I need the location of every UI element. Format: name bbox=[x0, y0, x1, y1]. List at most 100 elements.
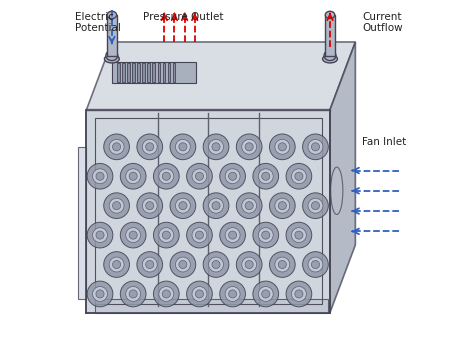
Ellipse shape bbox=[187, 281, 212, 307]
Ellipse shape bbox=[237, 193, 262, 219]
Ellipse shape bbox=[120, 163, 146, 189]
Ellipse shape bbox=[159, 286, 174, 301]
Ellipse shape bbox=[220, 222, 246, 248]
Ellipse shape bbox=[120, 222, 146, 248]
FancyBboxPatch shape bbox=[122, 63, 125, 81]
Ellipse shape bbox=[159, 169, 174, 184]
Ellipse shape bbox=[92, 286, 108, 301]
Ellipse shape bbox=[96, 290, 104, 298]
Ellipse shape bbox=[87, 222, 113, 248]
FancyBboxPatch shape bbox=[95, 299, 328, 313]
Ellipse shape bbox=[187, 163, 212, 189]
Ellipse shape bbox=[262, 290, 270, 298]
FancyBboxPatch shape bbox=[142, 63, 145, 81]
Ellipse shape bbox=[292, 169, 306, 184]
Ellipse shape bbox=[146, 143, 154, 151]
FancyBboxPatch shape bbox=[78, 147, 86, 299]
Ellipse shape bbox=[286, 281, 312, 307]
Ellipse shape bbox=[126, 228, 141, 242]
Ellipse shape bbox=[311, 202, 319, 210]
Ellipse shape bbox=[245, 202, 253, 210]
Ellipse shape bbox=[295, 172, 303, 180]
Ellipse shape bbox=[270, 252, 295, 277]
Ellipse shape bbox=[192, 286, 207, 301]
Ellipse shape bbox=[212, 261, 220, 269]
Ellipse shape bbox=[195, 172, 203, 180]
Ellipse shape bbox=[126, 169, 141, 184]
Ellipse shape bbox=[225, 169, 240, 184]
Ellipse shape bbox=[106, 50, 118, 61]
Ellipse shape bbox=[278, 202, 286, 210]
Ellipse shape bbox=[253, 281, 279, 307]
Ellipse shape bbox=[262, 231, 270, 239]
Ellipse shape bbox=[308, 257, 323, 272]
Ellipse shape bbox=[286, 163, 312, 189]
Ellipse shape bbox=[258, 286, 273, 301]
Ellipse shape bbox=[162, 231, 170, 239]
Ellipse shape bbox=[92, 228, 108, 242]
Polygon shape bbox=[86, 42, 356, 109]
Ellipse shape bbox=[175, 139, 191, 154]
Ellipse shape bbox=[209, 139, 223, 154]
Ellipse shape bbox=[203, 193, 229, 219]
Ellipse shape bbox=[142, 198, 157, 213]
Ellipse shape bbox=[146, 202, 154, 210]
Ellipse shape bbox=[325, 11, 335, 18]
Ellipse shape bbox=[154, 281, 179, 307]
Ellipse shape bbox=[104, 55, 119, 63]
Ellipse shape bbox=[212, 202, 220, 210]
Ellipse shape bbox=[109, 257, 124, 272]
Ellipse shape bbox=[258, 169, 273, 184]
Ellipse shape bbox=[179, 143, 187, 151]
Ellipse shape bbox=[96, 172, 104, 180]
Ellipse shape bbox=[162, 172, 170, 180]
FancyBboxPatch shape bbox=[107, 15, 117, 56]
Ellipse shape bbox=[302, 134, 328, 160]
Ellipse shape bbox=[295, 231, 303, 239]
FancyBboxPatch shape bbox=[112, 62, 196, 83]
Ellipse shape bbox=[192, 169, 207, 184]
Ellipse shape bbox=[292, 286, 306, 301]
Ellipse shape bbox=[203, 134, 229, 160]
Ellipse shape bbox=[324, 50, 336, 61]
Text: Pressure Outlet: Pressure Outlet bbox=[143, 12, 223, 21]
Ellipse shape bbox=[92, 169, 108, 184]
FancyBboxPatch shape bbox=[168, 63, 170, 81]
Ellipse shape bbox=[203, 252, 229, 277]
Polygon shape bbox=[330, 42, 356, 313]
Ellipse shape bbox=[278, 261, 286, 269]
Ellipse shape bbox=[295, 290, 303, 298]
Ellipse shape bbox=[137, 193, 163, 219]
Ellipse shape bbox=[245, 261, 253, 269]
Ellipse shape bbox=[96, 231, 104, 239]
Ellipse shape bbox=[237, 134, 262, 160]
Ellipse shape bbox=[242, 198, 256, 213]
Ellipse shape bbox=[311, 261, 319, 269]
Ellipse shape bbox=[104, 252, 129, 277]
Ellipse shape bbox=[179, 261, 187, 269]
Ellipse shape bbox=[228, 290, 237, 298]
Ellipse shape bbox=[175, 198, 191, 213]
Text: Electric
Potential: Electric Potential bbox=[74, 12, 120, 33]
Ellipse shape bbox=[159, 228, 174, 242]
Ellipse shape bbox=[142, 139, 157, 154]
Ellipse shape bbox=[104, 134, 129, 160]
Ellipse shape bbox=[146, 261, 154, 269]
Ellipse shape bbox=[278, 143, 286, 151]
Ellipse shape bbox=[129, 172, 137, 180]
Text: Current
Outflow: Current Outflow bbox=[362, 12, 403, 33]
Ellipse shape bbox=[275, 257, 290, 272]
Ellipse shape bbox=[220, 281, 246, 307]
Ellipse shape bbox=[209, 198, 223, 213]
Ellipse shape bbox=[245, 143, 253, 151]
FancyBboxPatch shape bbox=[132, 63, 135, 81]
Ellipse shape bbox=[302, 252, 328, 277]
Ellipse shape bbox=[154, 163, 179, 189]
Ellipse shape bbox=[142, 257, 157, 272]
Ellipse shape bbox=[308, 198, 323, 213]
Ellipse shape bbox=[237, 252, 262, 277]
Ellipse shape bbox=[212, 143, 220, 151]
Ellipse shape bbox=[129, 290, 137, 298]
Ellipse shape bbox=[187, 222, 212, 248]
Ellipse shape bbox=[220, 163, 246, 189]
